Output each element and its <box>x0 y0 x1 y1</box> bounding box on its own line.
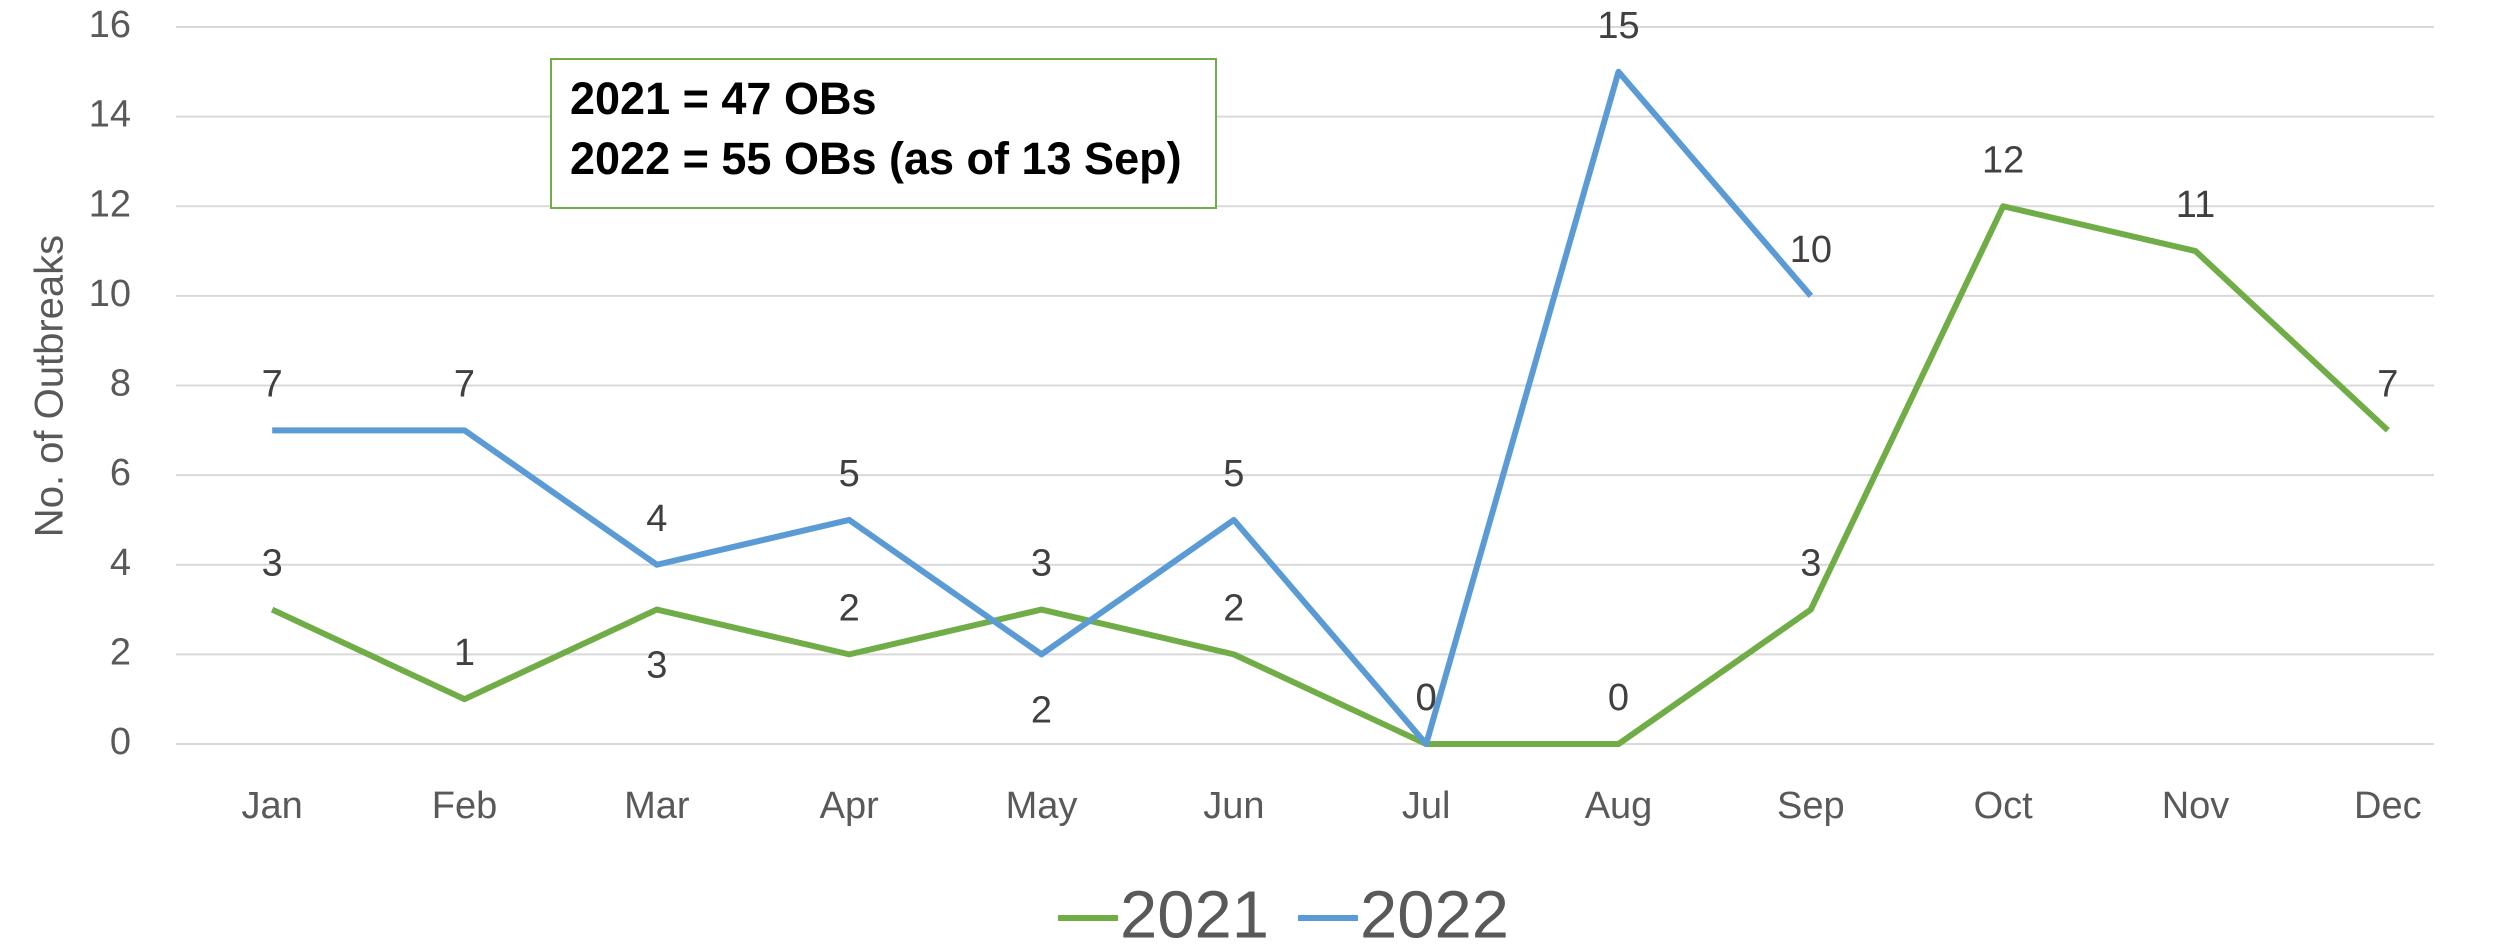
data-label: 11 <box>2176 184 2215 226</box>
y-tick-label: 16 <box>89 4 131 46</box>
legend-label: 2022 <box>1360 878 1509 947</box>
data-label: 2 <box>1223 587 1244 629</box>
data-label: 3 <box>646 645 667 687</box>
x-tick-label: Apr <box>820 785 879 827</box>
data-label: 7 <box>262 363 283 405</box>
data-label: 5 <box>1223 453 1244 495</box>
x-tick-label: Jun <box>1203 785 1264 827</box>
y-tick-label: 14 <box>89 94 131 136</box>
x-tick-label: Feb <box>432 785 497 827</box>
y-tick-label: 4 <box>110 542 131 584</box>
x-tick-label: Jan <box>242 785 303 827</box>
series-line <box>272 68 1814 747</box>
y-tick-label: 6 <box>110 452 131 494</box>
y-axis-title: No. of Outbreaks <box>28 235 72 537</box>
x-tick-label: Nov <box>2162 785 2230 827</box>
data-label: 7 <box>2377 363 2398 405</box>
legend-label: 2021 <box>1120 878 1269 947</box>
y-tick-label: 2 <box>110 631 131 673</box>
series-line <box>270 203 2390 747</box>
data-label: 0 <box>1416 677 1437 719</box>
y-tick-label: 0 <box>110 721 131 763</box>
x-tick-label: Dec <box>2354 785 2422 827</box>
x-tick-label: Sep <box>1777 785 1845 827</box>
data-label: 15 <box>1597 5 1639 47</box>
y-tick-label: 10 <box>89 273 131 315</box>
data-label: 5 <box>839 453 860 495</box>
data-label: 10 <box>1790 229 1832 271</box>
x-tick-label: Jul <box>1402 785 1451 827</box>
data-label: 3 <box>1031 543 1052 585</box>
data-label: 3 <box>262 543 283 585</box>
x-tick-label: Aug <box>1585 785 1653 827</box>
x-tick-label: Oct <box>1974 785 2034 827</box>
data-label: 7 <box>454 363 475 405</box>
data-label: 2 <box>839 587 860 629</box>
y-tick-label: 12 <box>89 183 131 225</box>
x-tick-label: Mar <box>624 785 690 827</box>
data-label: 1 <box>454 632 475 674</box>
data-label: 0 <box>1416 677 1437 719</box>
data-label: 0 <box>1608 677 1629 719</box>
data-label: 12 <box>1982 139 2024 181</box>
data-label: 4 <box>646 498 667 540</box>
x-tick-label: May <box>1006 785 1078 827</box>
data-label: 2 <box>1031 689 1052 731</box>
annotation: 2022 = 55 OBs (as of 13 Sep) <box>570 133 1182 184</box>
annotation-box <box>550 58 1217 209</box>
y-tick-label: 8 <box>110 363 131 405</box>
annotation: 2021 = 47 OBs <box>570 73 876 124</box>
data-label: 3 <box>1800 543 1821 585</box>
